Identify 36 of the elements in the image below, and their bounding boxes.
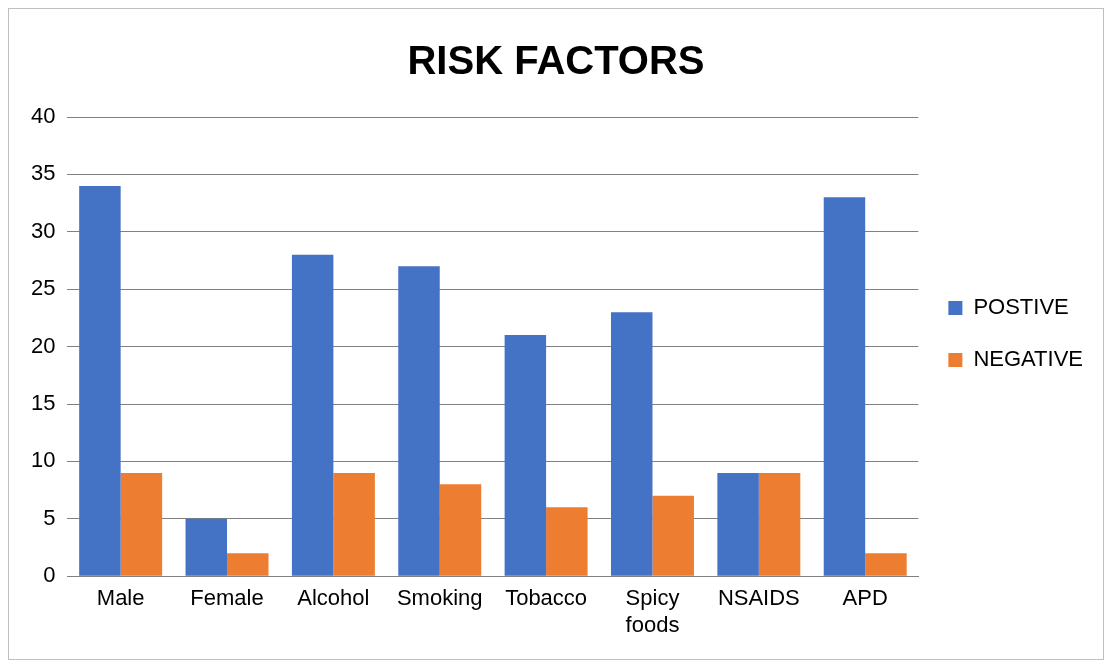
bar <box>79 185 121 576</box>
y-tick-label: 30 <box>30 217 56 243</box>
y-tick-label: 15 <box>30 390 56 416</box>
bar <box>823 197 866 576</box>
bar <box>291 254 334 576</box>
bar <box>227 553 269 576</box>
bar <box>398 266 440 576</box>
bar <box>758 472 801 576</box>
y-tick-label: 35 <box>30 160 56 186</box>
bar <box>120 472 163 576</box>
bar <box>333 472 375 576</box>
bar <box>865 553 907 576</box>
y-tick-label: 20 <box>30 332 56 358</box>
bar <box>717 472 759 576</box>
x-tick-label: Spicy foods <box>625 585 680 637</box>
x-tick-label: APD <box>842 585 888 611</box>
x-tick-label: Tobacco <box>505 585 588 611</box>
bar <box>610 312 653 576</box>
bar <box>439 484 482 576</box>
x-tick-label: Alcohol <box>297 585 370 611</box>
y-tick-label: 40 <box>30 103 56 129</box>
chart-title: RISK FACTORS <box>407 38 705 83</box>
x-tick-label: Smoking <box>396 585 483 611</box>
y-tick-label: 5 <box>43 504 56 530</box>
bar <box>504 335 547 576</box>
legend-label: NEGATIVE <box>973 346 1084 372</box>
x-tick-label: Female <box>190 585 264 611</box>
x-tick-label: NSAIDS <box>717 585 800 611</box>
y-tick-label: 0 <box>43 562 56 588</box>
y-tick-label: 10 <box>30 447 56 473</box>
x-tick-label: Male <box>96 585 145 611</box>
bar <box>546 507 588 576</box>
y-tick-label: 25 <box>30 275 56 301</box>
bar <box>185 518 228 576</box>
legend-label: POSTIVE <box>973 294 1069 320</box>
bar <box>652 495 694 576</box>
